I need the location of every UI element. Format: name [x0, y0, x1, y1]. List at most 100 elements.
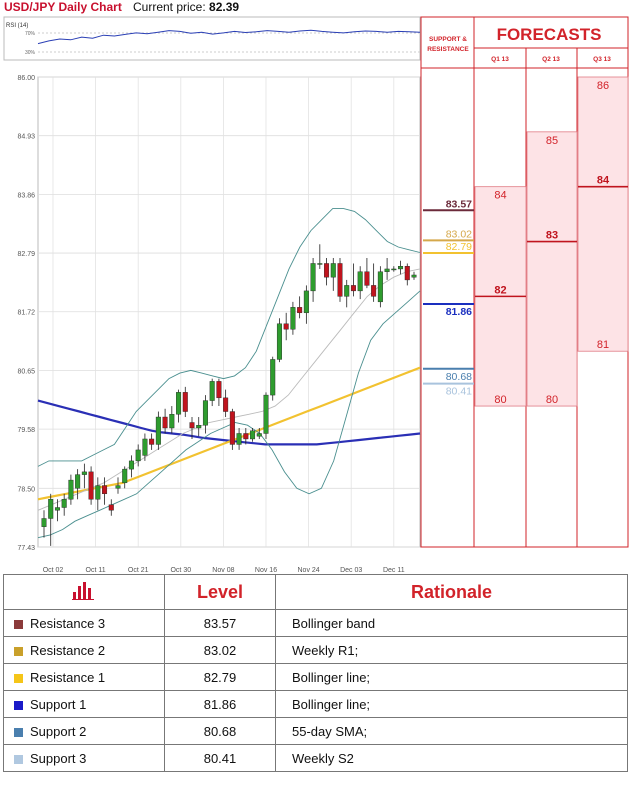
level-value: 83.57: [164, 609, 276, 637]
candle-body: [371, 285, 377, 297]
forecast-mean-label: 83: [546, 230, 558, 242]
candle-body: [95, 485, 101, 500]
quarter-label-q3: Q3 13: [593, 56, 611, 63]
candle-body: [297, 307, 303, 314]
candle-body: [135, 449, 141, 462]
sr-label: 82.79: [446, 241, 472, 253]
forecast-title: FORECASTS: [497, 25, 602, 44]
candle-body: [357, 271, 363, 292]
level-name-cell: Resistance 1: [3, 663, 165, 691]
candle-body: [398, 266, 404, 270]
candle-body: [169, 414, 175, 429]
level-value: 81.86: [164, 690, 276, 718]
candle-body: [364, 271, 370, 286]
candle-body: [209, 381, 215, 401]
y-tick-labels: 86.00 84.93 83.86 82.79 81.72 80.65 79.58 78.50…: [17, 75, 35, 552]
rsi-line: [37, 29, 421, 45]
candle-body: [243, 433, 249, 440]
series-line-bb_upper: [37, 208, 421, 467]
candle-body: [350, 285, 356, 292]
candle-body: [48, 499, 54, 519]
candle-body: [263, 394, 269, 434]
level-swatch: [14, 646, 23, 656]
level-name: Resistance 2: [30, 642, 106, 658]
candle-body: [256, 433, 262, 437]
x-tick-label: Nov 16: [255, 567, 277, 574]
level-name: Support 2: [30, 723, 87, 739]
forecast-high-label: 85: [546, 135, 558, 147]
level-value: 83.02: [164, 636, 276, 664]
candle-body: [303, 290, 309, 314]
series-line-bb_mid: [37, 268, 421, 511]
forecast-mean-label: 82: [494, 284, 506, 296]
header-icon-cell: [3, 574, 165, 610]
y-tick-label: 82.79: [17, 251, 35, 258]
price-panel: 86.00 84.93 83.86 82.79 81.72 80.65 79.58 78.50…: [17, 75, 421, 574]
x-tick-labels: Oct 02 Oct 11 Oct 21 Oct 30 Nov 08 Nov 16 Nov …: [43, 567, 405, 574]
level-swatch: [14, 727, 23, 737]
level-rationale: Bollinger line;: [275, 663, 628, 691]
candle-body: [196, 425, 202, 429]
candle-body: [102, 485, 108, 495]
sr-label: 81.86: [446, 306, 472, 318]
x-tick-label: Oct 21: [128, 567, 149, 574]
forecast-box-1: [526, 131, 578, 407]
level-name-cell: Support 2: [3, 717, 165, 745]
sr-label: 80.41: [446, 386, 472, 398]
y-tick-label: 86.00: [17, 75, 35, 82]
candle-body: [115, 485, 121, 489]
candle-body: [68, 479, 74, 500]
level-name: Support 1: [30, 696, 87, 712]
y-tick-label: 80.65: [17, 368, 35, 375]
sr-label: 83.02: [446, 228, 472, 240]
rsi-tick-30: 30%: [25, 50, 36, 56]
candle-body: [384, 268, 390, 272]
chart-header: USD/JPY Daily Chart Current price: 82.39: [0, 0, 420, 16]
candle-body: [122, 468, 128, 484]
candle-body: [88, 471, 94, 500]
level-value: 82.79: [164, 663, 276, 691]
candle-body: [202, 400, 208, 426]
y-tick-label: 84.93: [17, 134, 35, 141]
table-row: Resistance 2 83.02 Weekly R1;: [3, 636, 628, 664]
rsi-label: RSI (14): [6, 23, 28, 29]
forecast-low-label: 80: [494, 394, 506, 406]
level-name: Resistance 1: [30, 669, 106, 685]
x-tick-label: Oct 02: [43, 567, 64, 574]
current-price: Current price: 82.39: [133, 0, 239, 14]
x-tick-label: Oct 30: [170, 567, 191, 574]
candle-body: [270, 359, 276, 396]
grid: [38, 76, 420, 548]
x-tick-label: Dec 03: [340, 567, 362, 574]
quarter-label-q2: Q2 13: [542, 56, 560, 63]
level-name: Resistance 3: [30, 615, 106, 631]
levels-table: Level Rationale Resistance 3 83.57 Bolling…: [3, 574, 628, 772]
x-tick-label: Nov 08: [212, 567, 234, 574]
candle-body: [182, 392, 188, 412]
level-value: 80.41: [164, 744, 276, 772]
forecast-low-label: 80: [546, 394, 558, 406]
candle-body: [41, 518, 47, 527]
candle-body: [324, 263, 330, 278]
candle-body: [61, 499, 67, 508]
candle-body: [54, 507, 60, 511]
x-tick-label: Oct 11: [86, 567, 106, 574]
y-tick-label: 79.58: [17, 427, 35, 434]
bar-chart-icon: [72, 581, 94, 600]
forecast-mean-label: 84: [597, 175, 610, 187]
x-tick-label: Dec 11: [383, 567, 405, 574]
level-name: Support 3: [30, 750, 87, 766]
quarter-label-q1: Q1 13: [491, 56, 509, 63]
forecast-high-label: 84: [494, 190, 506, 202]
level-name-cell: Resistance 2: [3, 636, 165, 664]
sr-label-2: RESISTANCE: [427, 46, 469, 53]
candle-body: [223, 397, 229, 412]
candle-body: [290, 307, 296, 330]
forecast-high-label: 86: [597, 80, 609, 92]
forecast-box-2: [577, 76, 629, 352]
header-rationale: Rationale: [275, 574, 628, 610]
rsi-tick-70: 70%: [25, 31, 36, 37]
y-tick-label: 83.86: [17, 192, 35, 199]
current-price-value: 82.39: [209, 0, 240, 14]
